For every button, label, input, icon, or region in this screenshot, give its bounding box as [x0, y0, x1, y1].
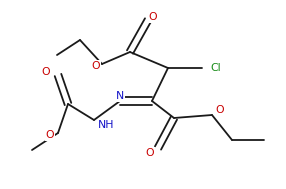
Text: Cl: Cl: [211, 63, 221, 73]
Text: O: O: [91, 61, 100, 71]
Text: N: N: [116, 91, 124, 101]
Text: NH: NH: [98, 120, 114, 130]
Text: O: O: [215, 105, 224, 115]
Text: O: O: [41, 67, 50, 77]
Text: O: O: [45, 130, 54, 140]
Text: O: O: [145, 148, 154, 158]
Text: O: O: [149, 12, 157, 22]
